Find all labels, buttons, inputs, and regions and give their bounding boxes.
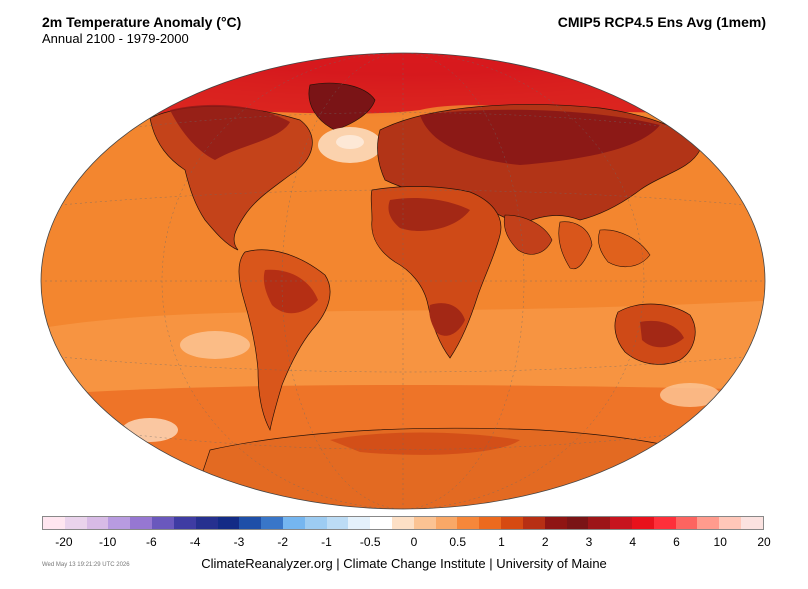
greenland [308, 82, 376, 131]
legend-swatch [261, 517, 283, 529]
legend-tick-label: 0.5 [449, 535, 467, 549]
southern-africa-high-anomaly [429, 303, 465, 336]
footer-credit: ClimateReanalyzer.org | Climate Change I… [201, 556, 607, 571]
legend-ticks: -20 -10 -6 -4 -3 -2 -1 -0.5 0 0.5 1 2 3 4 6 10 20 [42, 535, 770, 551]
dataset-label: CMIP5 RCP4.5 Ens Avg (1mem) [557, 14, 766, 30]
legend-tick-label: 0 [410, 535, 418, 549]
legend-swatch [697, 517, 720, 529]
siberia-high-anomaly [420, 109, 660, 165]
legend-tick-label: 10 [713, 535, 727, 549]
australia-high-anomaly [640, 320, 684, 348]
legend-swatch [86, 517, 109, 529]
legend-swatch [326, 517, 349, 529]
legend-tick-label: 3 [585, 535, 593, 549]
legend-swatch [130, 517, 153, 529]
north-america-high-anomaly [170, 104, 290, 160]
north-america [149, 106, 313, 251]
legend-swatch [479, 517, 502, 529]
legend-swatch [108, 517, 131, 529]
map-subtitle: Annual 2100 - 1979-2000 [42, 31, 189, 46]
map-title: 2m Temperature Anomaly (°C) [42, 14, 242, 30]
color-legend [42, 516, 764, 530]
amazon-high-anomaly [263, 269, 318, 314]
legend-tick-label: 4 [629, 535, 637, 549]
legend-tick-label: 20 [757, 535, 771, 549]
legend-tick-label: -3 [233, 535, 245, 549]
legend-swatch [741, 517, 763, 529]
legend-swatch [392, 517, 414, 529]
legend-swatch [239, 517, 262, 529]
legend-swatch [544, 517, 567, 529]
legend-swatch [610, 517, 632, 529]
timestamp: Wed May 13 19:21:29 UTC 2026 [42, 562, 130, 568]
map-outline [40, 52, 766, 510]
map-field [41, 53, 765, 509]
legend-swatch [675, 517, 698, 529]
legend-tick-label: -4 [189, 535, 201, 549]
legend-tick-label: 2 [541, 535, 549, 549]
legend-swatch [173, 517, 196, 529]
legend-swatch [566, 517, 589, 529]
legend-tick-label: -10 [98, 535, 117, 549]
legend-swatch [348, 517, 371, 529]
legend-tick-label: 1 [498, 535, 505, 549]
graticule [45, 53, 765, 509]
legend-tick-label: -6 [146, 535, 157, 549]
legend-swatch [588, 517, 611, 529]
tasman-cool-patch [660, 383, 720, 407]
legend-swatch [501, 517, 523, 529]
arabian-peninsula [503, 214, 553, 255]
legend-swatch [653, 517, 676, 529]
legend-tick-label: 6 [673, 535, 680, 549]
world-map [40, 52, 766, 510]
legend-swatch [152, 517, 174, 529]
africa [370, 186, 502, 359]
north-atlantic-coolest [336, 135, 364, 149]
legend-swatch [631, 517, 654, 529]
south-pacific-cool-patch [180, 331, 250, 359]
legend-tick-label: -2 [277, 535, 288, 549]
legend-swatch [217, 517, 240, 529]
legend-swatch [370, 517, 392, 529]
india [558, 221, 593, 270]
antarctica-warm-patch [330, 432, 520, 455]
legend-swatch [304, 517, 327, 529]
legend-swatch [457, 517, 480, 529]
legend-tick-label: -0.5 [359, 535, 381, 549]
legend-tick-label: -20 [55, 535, 73, 549]
legend-swatch [43, 517, 65, 529]
sahara-high-anomaly [388, 198, 470, 231]
legend-swatch [282, 517, 305, 529]
southern-pacific-cool-patch [122, 418, 178, 442]
legend-swatch [195, 517, 218, 529]
legend-swatch [522, 517, 545, 529]
legend-swatch [413, 517, 436, 529]
legend-swatch [64, 517, 87, 529]
legend-swatch [719, 517, 741, 529]
legend-swatch [435, 517, 458, 529]
southeast-asia [598, 229, 651, 268]
legend-tick-label: -1 [321, 535, 332, 549]
